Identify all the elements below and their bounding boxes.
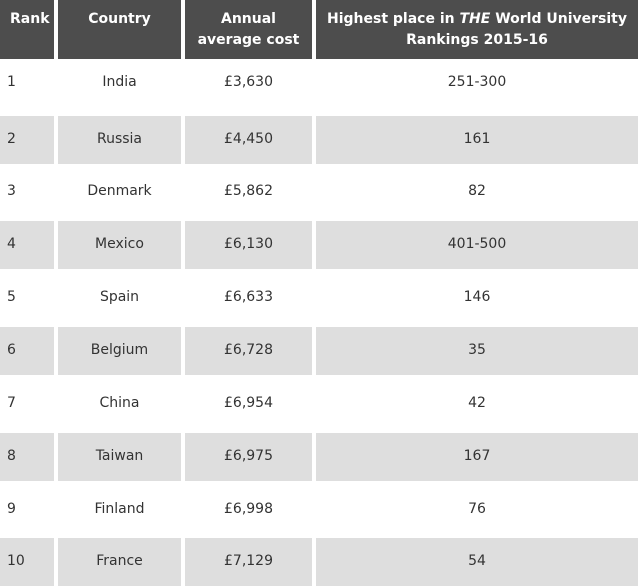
cell-ranking: 42 [316,380,638,428]
cell-rank: 8 [0,433,54,481]
cell-ranking: 161 [316,116,638,164]
cell-country: France [58,538,181,586]
cell-cost: £6,975 [185,433,312,481]
header-country-label: Country [88,11,151,27]
table-row: 1 India £3,630 251-300 [0,59,640,107]
cell-rank: 7 [0,380,54,428]
cell-rank: 5 [0,274,54,322]
cell-rank: 2 [0,116,54,164]
cell-cost: £6,633 [185,274,312,322]
cell-cost: £6,130 [185,221,312,269]
cell-cost: £4,450 [185,116,312,164]
header-cost-line1: Annual [221,11,276,27]
table-row: 9 Finland £6,998 76 [0,486,640,534]
table-row: 6 Belgium £6,728 35 [0,327,640,375]
cell-country: Spain [58,274,181,322]
cell-rank: 9 [0,486,54,534]
header-ranking-the: THE [459,11,491,27]
cell-rank: 4 [0,221,54,269]
header-ranking: Highest place in THE World University Ran… [316,0,638,59]
cell-ranking: 251-300 [316,59,638,107]
cell-country: Belgium [58,327,181,375]
cell-cost: £3,630 [185,59,312,107]
cell-rank: 6 [0,327,54,375]
table-row: 7 China £6,954 42 [0,380,640,428]
header-ranking-post: World University [490,11,627,27]
header-country: Country [58,0,181,59]
cell-cost: £6,954 [185,380,312,428]
cell-rank: 1 [0,59,54,107]
header-ranking-line2: Rankings 2015-16 [406,32,548,48]
cell-ranking: 76 [316,486,638,534]
cell-country: Finland [58,486,181,534]
cell-ranking: 82 [316,168,638,216]
header-rank-label: Rank [10,11,50,27]
cell-country: India [58,59,181,107]
table-row: 2 Russia £4,450 161 [0,116,640,164]
table-row: 5 Spain £6,633 146 [0,274,640,322]
cell-ranking: 54 [316,538,638,586]
header-cost-line2: average cost [197,32,300,48]
table-row: 8 Taiwan £6,975 167 [0,433,640,481]
cell-ranking: 146 [316,274,638,322]
cell-ranking: 167 [316,433,638,481]
cell-cost: £7,129 [185,538,312,586]
cell-rank: 10 [0,538,54,586]
cell-ranking: 401-500 [316,221,638,269]
table-row: 10 France £7,129 54 [0,538,640,586]
cell-cost: £6,728 [185,327,312,375]
cell-country: Denmark [58,168,181,216]
header-ranking-pre: Highest place in [327,11,460,27]
cell-cost: £6,998 [185,486,312,534]
table-row: 3 Denmark £5,862 82 [0,168,640,216]
header-rank: Rank [0,0,54,59]
cell-rank: 3 [0,168,54,216]
cell-country: China [58,380,181,428]
cell-cost: £5,862 [185,168,312,216]
header-annual-cost: Annual average cost [185,0,312,59]
cell-country: Taiwan [58,433,181,481]
cell-country: Russia [58,116,181,164]
cell-country: Mexico [58,221,181,269]
table-row: 4 Mexico £6,130 401-500 [0,221,640,269]
cell-ranking: 35 [316,327,638,375]
